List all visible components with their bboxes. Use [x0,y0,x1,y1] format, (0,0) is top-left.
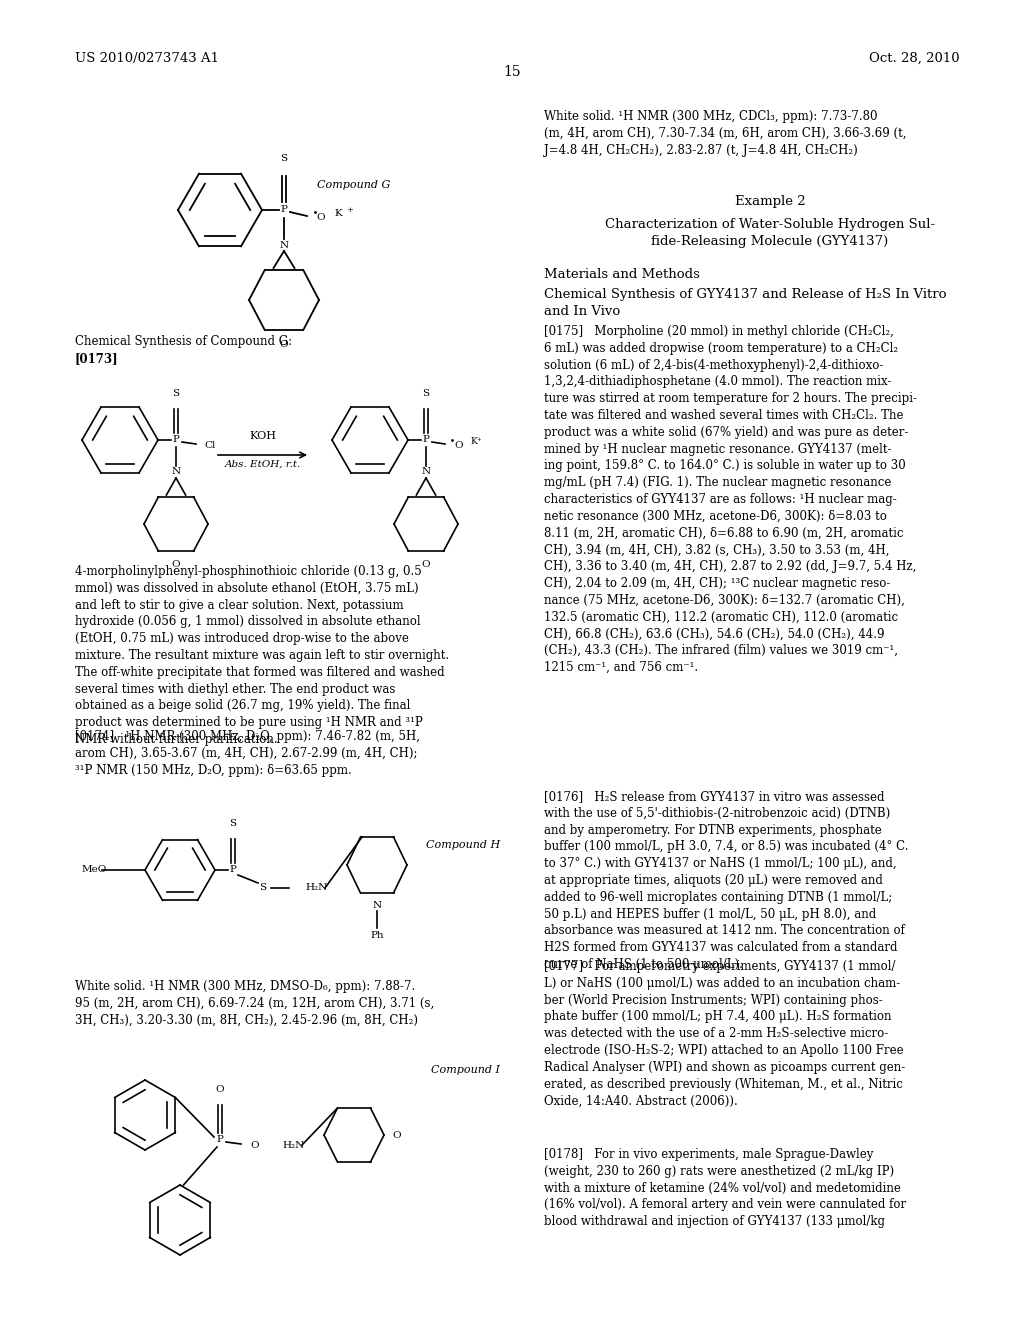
Text: Chemical Synthesis of Compound G:: Chemical Synthesis of Compound G: [75,335,292,348]
Text: S: S [281,154,288,162]
Text: P: P [173,436,179,445]
Text: O: O [422,560,430,569]
Text: O: O [454,441,463,450]
Text: White solid. ¹H NMR (300 MHz, DMSO-D₆, ppm): 7.88-7.
95 (m, 2H, arom CH), 6.69-7: White solid. ¹H NMR (300 MHz, DMSO-D₆, p… [75,979,434,1027]
Text: K⁺: K⁺ [470,437,481,446]
Text: Ph: Ph [371,931,384,940]
Text: O: O [316,214,325,223]
Text: Compound I: Compound I [431,1065,500,1074]
Text: P: P [423,436,429,445]
Text: N: N [422,467,430,477]
Text: P: P [281,206,288,214]
Text: US 2010/0273743 A1: US 2010/0273743 A1 [75,51,219,65]
Text: H₂N: H₂N [305,883,328,892]
Text: Characterization of Water-Soluble Hydrogen Sul-
fide-Releasing Molecule (GYY4137: Characterization of Water-Soluble Hydrog… [605,218,935,248]
Text: [0174]   ¹H NMR (300 MHz, D₂O, ppm): 7.46-7.82 (m, 5H,
arom CH), 3.65-3.67 (m, 4: [0174] ¹H NMR (300 MHz, D₂O, ppm): 7.46-… [75,730,420,776]
Text: Chemical Synthesis of GYY4137 and Release of H₂S In Vitro
and In Vivo: Chemical Synthesis of GYY4137 and Releas… [544,288,946,318]
Text: Compound G: Compound G [316,180,390,190]
Text: Oct. 28, 2010: Oct. 28, 2010 [869,51,961,65]
Text: S: S [259,883,266,892]
Text: White solid. ¹H NMR (300 MHz, CDCl₃, ppm): 7.73-7.80
(m, 4H, arom CH), 7.30-7.34: White solid. ¹H NMR (300 MHz, CDCl₃, ppm… [544,110,906,157]
Text: S: S [172,389,179,399]
Text: [0176]   H₂S release from GYY4137 in vitro was assessed
with the use of 5,5'-dit: [0176] H₂S release from GYY4137 in vitro… [544,789,908,972]
Text: O: O [392,1130,400,1139]
Text: S: S [423,389,429,399]
Text: KOH: KOH [249,432,276,441]
Text: P: P [216,1135,223,1144]
Text: K: K [334,210,342,219]
Text: Materials and Methods: Materials and Methods [544,268,699,281]
Text: [0175]   Morpholine (20 mmol) in methyl chloride (CH₂Cl₂,
6 mL) was added dropwi: [0175] Morpholine (20 mmol) in methyl ch… [544,325,918,675]
Text: O: O [250,1140,259,1150]
Text: [0177]   For amperometry experiments, GYY4137 (1 mmol/
L) or NaHS (100 μmol/L) w: [0177] For amperometry experiments, GYY4… [544,960,905,1107]
Text: H₂N: H₂N [282,1140,304,1150]
Text: N: N [280,240,289,249]
Text: N: N [373,902,382,909]
Text: Cl: Cl [204,441,215,450]
Text: MeO: MeO [82,866,108,874]
Text: O: O [280,341,289,348]
Text: 15: 15 [503,65,521,79]
Text: N: N [171,467,180,477]
Text: [0173]: [0173] [75,352,119,366]
Text: Example 2: Example 2 [734,195,805,209]
Text: S: S [229,818,237,828]
Text: 4-morpholinylphenyl-phosphinothioic chloride (0.13 g, 0.5
mmol) was dissolved in: 4-morpholinylphenyl-phosphinothioic chlo… [75,565,450,746]
Text: +: + [346,206,353,214]
Text: O: O [172,560,180,569]
Text: O: O [216,1085,224,1094]
Text: P: P [229,866,237,874]
Text: [0178]   For in vivo experiments, male Sprague-Dawley
(weight, 230 to 260 g) rat: [0178] For in vivo experiments, male Spr… [544,1148,906,1228]
Text: Compound H: Compound H [426,840,500,850]
Text: Abs. EtOH, r.t.: Abs. EtOH, r.t. [224,459,301,469]
